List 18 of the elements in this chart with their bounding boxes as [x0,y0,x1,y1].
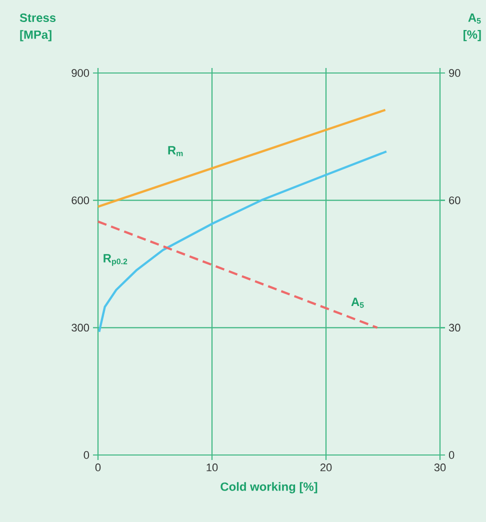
series-label: A$_{5}$ [351,298,364,308]
x-tick-label: 10 [206,464,218,472]
y-axis-title: Stress [MPa] [20,14,56,42]
y2-tick-label: 30 [448,324,460,332]
y-tick-label: 600 [72,196,90,204]
y2-tick-label: 60 [449,196,460,204]
x-tick-label: 30 [434,464,446,472]
y2-tick-label: 0 [448,451,454,459]
x-tick-label: 20 [320,464,332,472]
series-label: R$_{p0.2}$ [104,254,128,266]
y2-tick-label: 90 [449,69,460,77]
y2-axis-title: A$_{5}$ [%] [464,14,481,42]
y-tick-label: 900 [72,69,90,77]
x-axis-title: Cold working [%] [220,482,318,494]
x-tick-label: 0 [95,464,101,472]
y-tick-label: 300 [72,324,90,332]
y-tick-label: 0 [84,451,90,459]
series-label: R$_{m}$ [168,146,183,156]
